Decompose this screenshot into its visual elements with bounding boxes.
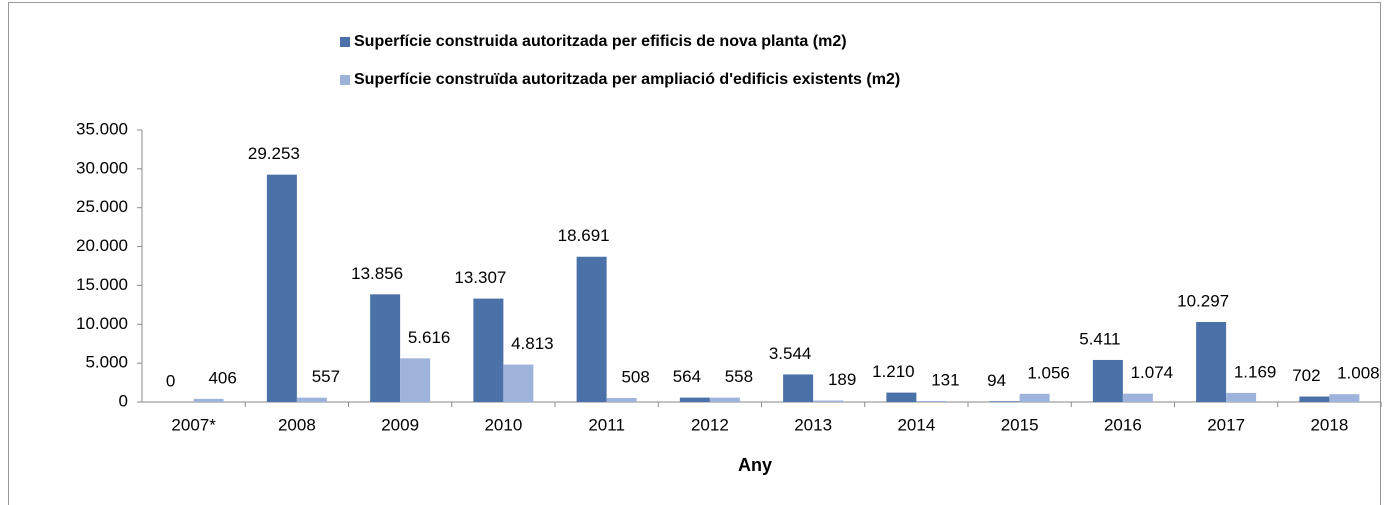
x-tick-label: 2009 bbox=[381, 415, 419, 434]
bar bbox=[1092, 359, 1123, 402]
x-tick-label: 2017 bbox=[1207, 415, 1245, 434]
value-label: 702 bbox=[1292, 366, 1320, 385]
bar bbox=[989, 401, 1020, 402]
bar bbox=[503, 364, 534, 402]
legend-swatch bbox=[340, 37, 350, 47]
y-tick-label: 10.000 bbox=[76, 314, 128, 333]
value-label: 10.297 bbox=[1177, 291, 1229, 310]
bar bbox=[370, 294, 401, 402]
bar bbox=[679, 397, 710, 402]
value-label: 564 bbox=[673, 367, 701, 386]
y-tick-label: 5.000 bbox=[85, 353, 128, 372]
bar bbox=[709, 397, 740, 402]
value-label: 94 bbox=[987, 371, 1006, 390]
x-tick-label: 2014 bbox=[897, 415, 935, 434]
y-tick-label: 15.000 bbox=[76, 275, 128, 294]
bar bbox=[783, 374, 814, 402]
x-axis-title: Any bbox=[738, 455, 772, 475]
legend-label: Superfície construida autoritzada per ef… bbox=[354, 33, 847, 50]
x-tick-label: 2015 bbox=[1001, 415, 1039, 434]
value-label: 189 bbox=[828, 370, 856, 389]
value-label: 508 bbox=[621, 368, 649, 387]
value-label: 13.856 bbox=[351, 264, 403, 283]
x-tick-label: 2007* bbox=[171, 415, 216, 434]
bar bbox=[1122, 393, 1153, 402]
x-tick-label: 2012 bbox=[691, 415, 729, 434]
legend-swatch bbox=[340, 75, 350, 85]
bar bbox=[576, 256, 607, 402]
x-tick-label: 2013 bbox=[794, 415, 832, 434]
bar bbox=[813, 400, 844, 402]
value-label: 557 bbox=[312, 367, 340, 386]
bar bbox=[916, 400, 947, 402]
value-label: 5.616 bbox=[408, 328, 451, 347]
value-label: 1.056 bbox=[1027, 363, 1070, 382]
chart-border bbox=[8, 2, 1381, 505]
bar bbox=[886, 392, 917, 402]
x-tick-label: 2016 bbox=[1104, 415, 1142, 434]
value-label: 1.008 bbox=[1337, 364, 1380, 383]
bar bbox=[266, 174, 297, 402]
y-tick-label: 35.000 bbox=[76, 119, 128, 138]
bar bbox=[473, 298, 504, 402]
bar bbox=[1196, 321, 1227, 402]
value-label: 4.813 bbox=[511, 334, 554, 353]
value-label: 29.253 bbox=[248, 144, 300, 163]
legend-label: Superfície construïda autoritzada per am… bbox=[354, 71, 900, 88]
value-label: 131 bbox=[931, 370, 959, 389]
bar bbox=[400, 358, 431, 402]
x-tick-label: 2010 bbox=[484, 415, 522, 434]
bar bbox=[193, 398, 224, 402]
value-label: 18.691 bbox=[558, 226, 610, 245]
y-tick-label: 25.000 bbox=[76, 197, 128, 216]
value-label: 0 bbox=[166, 371, 175, 390]
bar bbox=[296, 397, 327, 402]
value-label: 406 bbox=[208, 368, 236, 387]
y-tick-label: 30.000 bbox=[76, 158, 128, 177]
bar bbox=[1329, 394, 1360, 402]
value-label: 558 bbox=[725, 367, 753, 386]
value-label: 13.307 bbox=[454, 268, 506, 287]
value-label: 3.544 bbox=[769, 344, 812, 363]
y-tick-label: 0 bbox=[119, 391, 128, 410]
y-tick-label: 20.000 bbox=[76, 236, 128, 255]
value-label: 1.210 bbox=[872, 362, 915, 381]
value-label: 1.169 bbox=[1234, 362, 1277, 381]
bar bbox=[1226, 392, 1257, 402]
bar bbox=[606, 398, 637, 402]
x-tick-label: 2008 bbox=[278, 415, 316, 434]
bar bbox=[1299, 396, 1330, 402]
bar bbox=[1019, 393, 1050, 402]
value-label: 5.411 bbox=[1079, 329, 1120, 348]
x-tick-label: 2018 bbox=[1310, 415, 1348, 434]
value-label: 1.074 bbox=[1131, 363, 1174, 382]
x-tick-label: 2011 bbox=[588, 415, 625, 434]
